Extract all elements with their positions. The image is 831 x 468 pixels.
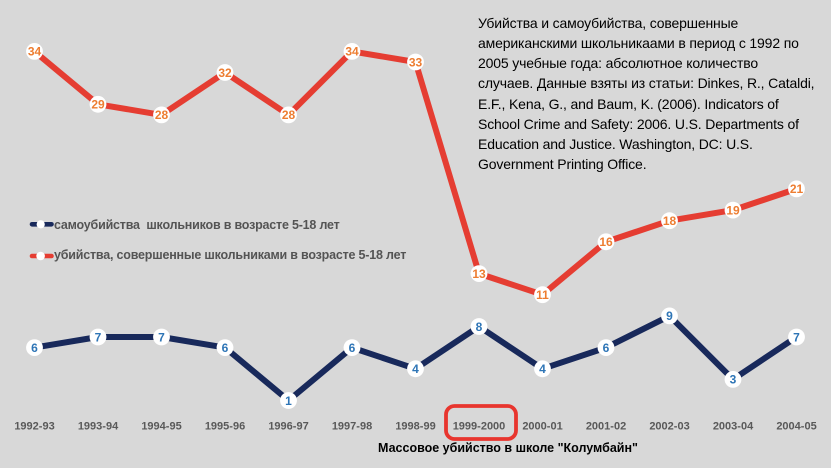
svg-text:32: 32 <box>218 66 232 80</box>
svg-text:1998-99: 1998-99 <box>395 421 435 433</box>
svg-text:1: 1 <box>285 394 292 408</box>
svg-text:28: 28 <box>155 108 169 122</box>
svg-text:2004-05: 2004-05 <box>776 421 816 433</box>
svg-text:1993-94: 1993-94 <box>78 421 119 433</box>
svg-text:2000-01: 2000-01 <box>522 421 562 433</box>
svg-text:2002-03: 2002-03 <box>649 421 689 433</box>
svg-text:11: 11 <box>536 288 549 302</box>
svg-text:2001-02: 2001-02 <box>586 421 626 433</box>
svg-text:1996-97: 1996-97 <box>268 421 308 433</box>
svg-text:1995-96: 1995-96 <box>205 421 245 433</box>
svg-text:7: 7 <box>793 330 800 344</box>
svg-text:8: 8 <box>476 320 483 334</box>
svg-text:16: 16 <box>599 235 613 249</box>
svg-text:29: 29 <box>91 98 105 112</box>
svg-text:4: 4 <box>412 362 419 376</box>
svg-text:1999-2000: 1999-2000 <box>453 421 506 433</box>
svg-text:33: 33 <box>409 55 423 69</box>
svg-text:1994-95: 1994-95 <box>141 421 181 433</box>
svg-text:18: 18 <box>663 214 677 228</box>
svg-text:21: 21 <box>790 182 804 196</box>
svg-text:4: 4 <box>539 362 546 376</box>
svg-text:7: 7 <box>158 330 165 344</box>
svg-text:6: 6 <box>349 341 356 355</box>
svg-text:3: 3 <box>730 373 737 387</box>
svg-text:6: 6 <box>31 341 38 355</box>
svg-text:19: 19 <box>726 203 740 217</box>
svg-text:7: 7 <box>95 330 102 344</box>
svg-text:28: 28 <box>282 108 296 122</box>
svg-text:34: 34 <box>345 45 359 59</box>
svg-text:2003-04: 2003-04 <box>713 421 754 433</box>
svg-text:34: 34 <box>28 45 42 59</box>
svg-text:6: 6 <box>222 341 229 355</box>
svg-text:6: 6 <box>603 341 610 355</box>
svg-text:1992-93: 1992-93 <box>14 421 54 433</box>
svg-text:13: 13 <box>472 267 486 281</box>
svg-text:9: 9 <box>666 309 673 323</box>
svg-text:1997-98: 1997-98 <box>332 421 372 433</box>
